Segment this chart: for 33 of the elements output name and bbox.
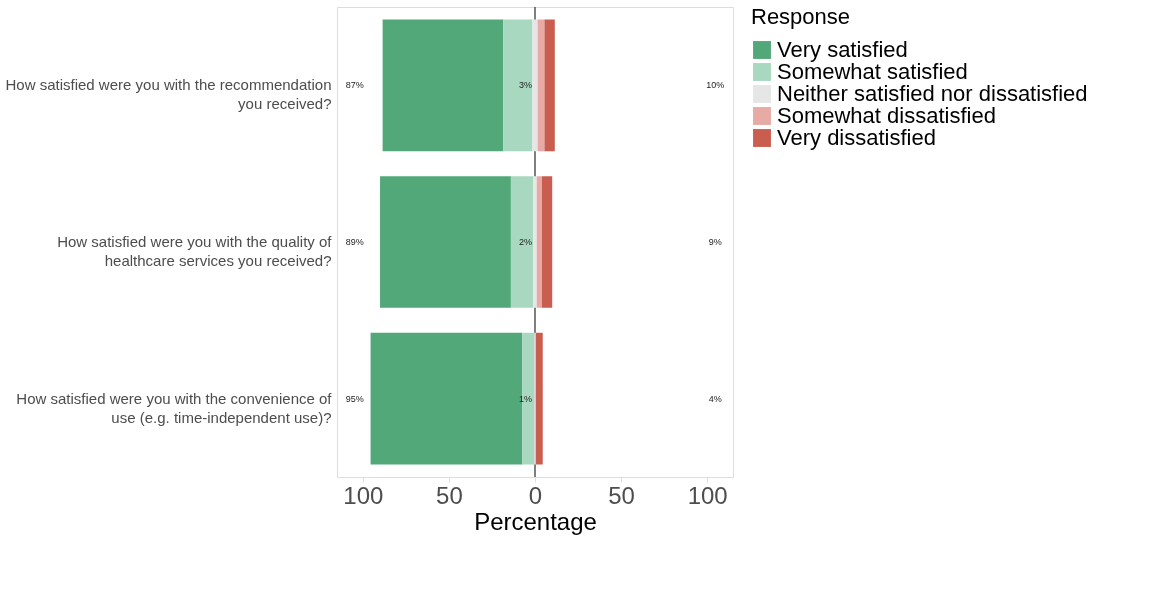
bar <box>382 19 504 152</box>
annotation: 95% <box>345 393 364 404</box>
legend-label: Somewhat dissatisfied <box>777 103 996 128</box>
bar <box>532 19 538 152</box>
bar <box>536 176 542 308</box>
bar <box>535 332 543 465</box>
y-tick-label: How satisfied were you with the quality of healthcare services you received? <box>57 233 333 269</box>
legend-label: Very dissatisfied <box>777 125 936 150</box>
y-tick-label: How satisfied were you with the convenience of use (e.g. time-independent use)? <box>16 389 333 426</box>
bar <box>533 176 537 308</box>
annotation: 10% <box>706 80 725 91</box>
bar <box>510 176 534 308</box>
bar <box>541 176 553 308</box>
annotation: 3% <box>518 80 532 91</box>
annotation: 1% <box>518 393 532 404</box>
x-tick-label: 100 <box>687 481 728 509</box>
annotation: 9% <box>708 237 722 247</box>
annotation: 87% <box>345 80 364 91</box>
x-axis-title: Percentage <box>474 507 597 535</box>
legend-label: Very satisfied <box>777 37 908 62</box>
annotation: 4% <box>708 393 722 404</box>
y-tick-label: How satisfied were you with the recommendation you received? <box>5 76 332 113</box>
annotation: 2% <box>518 237 532 247</box>
annotation: 89% <box>345 237 364 247</box>
x-tick-label: 50 <box>608 481 635 509</box>
x-tick-label: 0 <box>528 481 543 509</box>
legend-title: Response <box>751 4 851 29</box>
bar <box>544 19 555 152</box>
bar <box>380 176 511 308</box>
legend-label: Neither satisfied nor dissatisfied <box>777 81 1088 106</box>
x-tick-label: 50 <box>436 481 463 509</box>
x-tick-label: 100 <box>343 481 384 509</box>
bar <box>503 19 533 152</box>
